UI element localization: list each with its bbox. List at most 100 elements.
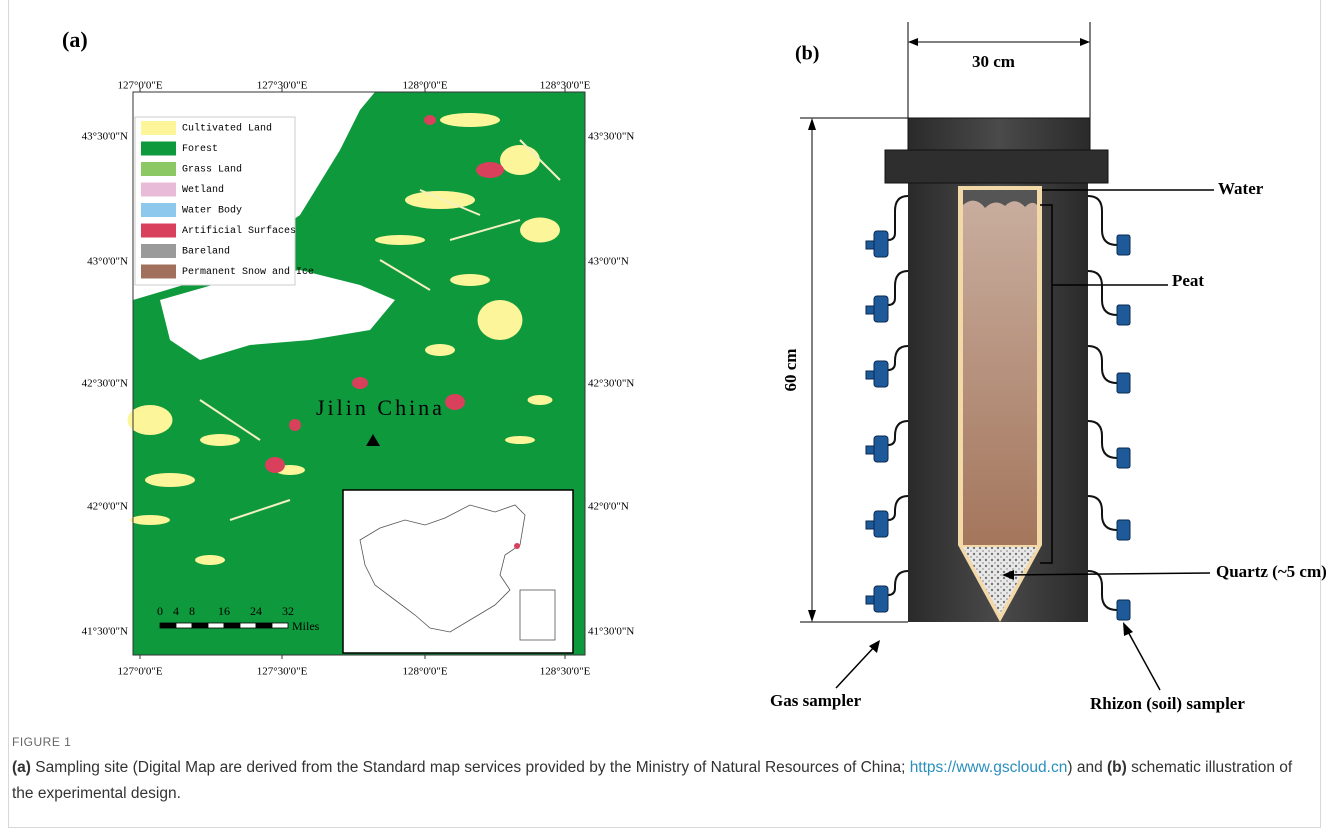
scale-segment (272, 623, 288, 628)
scale-unit: Miles (292, 619, 320, 633)
panel-label: (b) (795, 43, 819, 65)
lat-label-right: 43°30'0"N (588, 131, 634, 143)
figure-number: FIGURE 1 (12, 735, 1312, 749)
height-label: 60 cm (781, 349, 800, 392)
arrow-head (1123, 622, 1133, 636)
width-label: 30 cm (972, 52, 1015, 71)
caption-a-label: (a) (12, 759, 31, 776)
page: {"panel_a": {"label": "(a)", "lon_ticks"… (0, 0, 1331, 832)
scale-segment (192, 623, 208, 628)
rhizon-valve (1117, 305, 1130, 325)
cultivated-patch (528, 395, 553, 405)
lat-label-left: 42°0'0"N (87, 501, 128, 513)
cultivated-patch (130, 515, 170, 525)
lon-label-bottom: 127°0'0"E (117, 666, 162, 678)
rhizon-valve (1117, 373, 1130, 393)
gas-valve (874, 231, 888, 257)
legend-swatch (141, 203, 176, 217)
legend-swatch (141, 244, 176, 258)
urban-patch (445, 394, 465, 410)
lon-label-bottom: 127°30'0"E (257, 666, 308, 678)
sampler-wire (1088, 571, 1117, 610)
lon-label-bottom: 128°0'0"E (402, 666, 447, 678)
cultivated-patch (145, 473, 195, 487)
sampler-wire (888, 346, 908, 370)
sampler-wire (888, 571, 908, 595)
legend-swatch (141, 162, 176, 176)
caption-text: (a) Sampling site (Digital Map are deriv… (12, 755, 1312, 807)
caption-link[interactable]: https://www.gscloud.cn (910, 759, 1068, 776)
caption-a-text: Sampling site (Digital Map are derived f… (31, 759, 910, 776)
rhizon-valve (1117, 448, 1130, 468)
cultivated-patch (478, 300, 523, 340)
caption-mid: ) and (1067, 759, 1107, 776)
legend-label: Wetland (182, 184, 224, 196)
legend-label: Cultivated Land (182, 123, 272, 135)
gas-valve (874, 436, 888, 462)
gas-valve (874, 296, 888, 322)
gas-valve-handle (866, 241, 874, 249)
legend-swatch (141, 121, 176, 135)
cultivated-patch (425, 344, 455, 356)
urban-patch (424, 115, 436, 125)
urban-patch (352, 377, 368, 389)
lat-label-left: 41°30'0"N (82, 626, 128, 638)
rhizon-valve (1117, 235, 1130, 255)
panel-label: (a) (62, 27, 88, 52)
cultivated-patch (505, 436, 535, 444)
cultivated-patch (200, 434, 240, 446)
cylinder-cap (908, 118, 1090, 152)
cultivated-patch (440, 113, 500, 127)
gas-sampler-label: Gas sampler (770, 691, 862, 710)
urban-patch (476, 162, 504, 178)
cultivated-patch (375, 235, 425, 245)
sampler-wire (888, 196, 908, 240)
scale-segment (224, 623, 240, 628)
place-label: Jilin China (316, 395, 445, 420)
legend-label: Grass Land (182, 164, 242, 176)
legend-swatch (141, 265, 176, 279)
scale-label: 8 (189, 604, 195, 618)
legend-label: Artificial Surfaces (182, 225, 296, 237)
legend-swatch (141, 183, 176, 197)
figure: (a)127°0'0"E127°0'0"E127°30'0"E127°30'0"… (0, 0, 1331, 725)
scale-label: 4 (173, 604, 179, 618)
gas-valve-handle (866, 596, 874, 604)
callout-line (1126, 628, 1160, 690)
legend-swatch (141, 224, 176, 238)
gas-valve (874, 511, 888, 537)
quartz-label: Quartz (~5 cm) (1216, 562, 1327, 581)
lat-label-right: 42°0'0"N (588, 501, 629, 513)
legend-label: Forest (182, 144, 218, 155)
cultivated-patch (450, 274, 490, 286)
cultivated-patch (520, 218, 560, 243)
sampler-wire (888, 421, 908, 445)
scale-segment (256, 623, 272, 628)
legend-label: Bareland (182, 246, 230, 258)
rhizon-sampler-label: Rhizon (soil) sampler (1090, 694, 1245, 713)
rhizon-valve (1117, 520, 1130, 540)
lat-label-right: 42°30'0"N (588, 378, 634, 390)
scale-segment (240, 623, 256, 628)
cultivated-patch (405, 191, 475, 209)
lat-label-left: 42°30'0"N (82, 378, 128, 390)
gas-valve-handle (866, 371, 874, 379)
legend-label: Permanent Snow and Ice (182, 266, 314, 278)
lat-label-right: 43°0'0"N (588, 256, 629, 268)
callout-line (836, 645, 876, 688)
lat-label-right: 41°30'0"N (588, 626, 634, 638)
caption: FIGURE 1 (a) Sampling site (Digital Map … (12, 735, 1312, 807)
scale-label: 16 (218, 604, 230, 618)
sampler-wire (1088, 496, 1117, 530)
sampler-wire (1088, 271, 1117, 315)
cylinder-ring (885, 150, 1108, 183)
legend-swatch (141, 142, 176, 156)
scale-segment (176, 623, 192, 628)
gas-valve-handle (866, 521, 874, 529)
sampler-wire (1088, 346, 1117, 383)
legend-label: Water Body (182, 205, 242, 217)
scale-label: 32 (282, 604, 294, 618)
water-label: Water (1218, 179, 1264, 198)
gas-valve (874, 586, 888, 612)
cultivated-patch (128, 405, 173, 435)
